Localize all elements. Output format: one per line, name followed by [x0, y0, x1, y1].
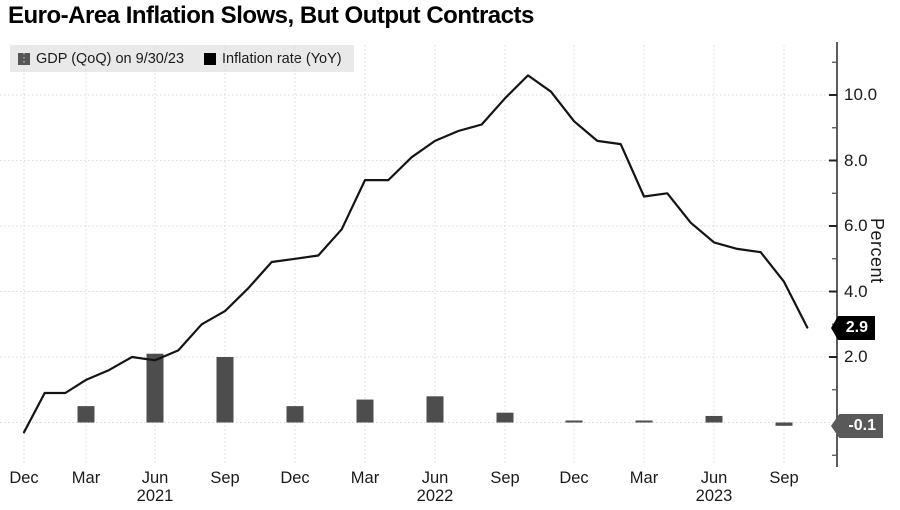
x-year-label: 2022: [416, 487, 454, 505]
inflation-line: [22, 74, 809, 434]
y-tick-label: 10.0: [844, 85, 878, 104]
y-tick-label: 2.0: [844, 347, 868, 366]
inflation-last-value-badge: 2.9: [831, 316, 875, 340]
x-tick-label: Sep: [769, 469, 799, 487]
gdp-bar: [496, 412, 514, 423]
x-tick-label: Mar: [71, 469, 101, 487]
legend-label-gdp: GDP (QoQ) on 9/30/23: [36, 50, 185, 67]
x-year-label: 2021: [136, 487, 174, 505]
inflation-series-swatch-icon: [204, 52, 217, 65]
x-tick-label: Mar: [629, 469, 659, 487]
gdp-bar: [426, 396, 444, 423]
x-tick-label: Sep: [210, 469, 240, 487]
gdp-bar: [77, 406, 95, 423]
x-tick-label: Dec: [559, 469, 589, 487]
y-tick-label: 8.0: [844, 150, 868, 170]
x-tick-label: Dec: [280, 469, 310, 487]
y-tick-label: 6.0: [844, 216, 868, 235]
gdp-bar: [216, 357, 234, 423]
x-year-label: 2023: [695, 487, 733, 505]
chart-legend: GDP (QoQ) on 9/30/23 Inflation rate (YoY…: [10, 45, 354, 72]
gdp-last-value-badge: -0.1: [831, 414, 883, 438]
x-tick-label: Jun: [700, 469, 728, 487]
gdp-bar: [146, 353, 164, 423]
legend-label-inflation: Inflation rate (YoY): [222, 50, 342, 67]
legend-item-inflation: Inflation rate (YoY): [204, 51, 342, 67]
x-tick-label: Mar: [350, 469, 380, 487]
gdp-bar: [356, 399, 374, 423]
gdp-bar: [286, 406, 304, 423]
gdp-bar: [635, 420, 653, 423]
y-tick-label: 4.0: [844, 281, 868, 301]
gdp-bar: [775, 422, 793, 426]
x-tick-label: Jun: [141, 469, 169, 487]
chart-title: Euro-Area Inflation Slows, But Output Co…: [8, 2, 534, 29]
x-tick-label: Jun: [421, 469, 449, 487]
gdp-bar: [565, 420, 583, 423]
y-axis-title: Percent: [867, 218, 887, 284]
gdp-bar: [705, 415, 723, 423]
x-tick-label: Dec: [9, 469, 39, 487]
x-tick-label: Sep: [490, 469, 520, 487]
